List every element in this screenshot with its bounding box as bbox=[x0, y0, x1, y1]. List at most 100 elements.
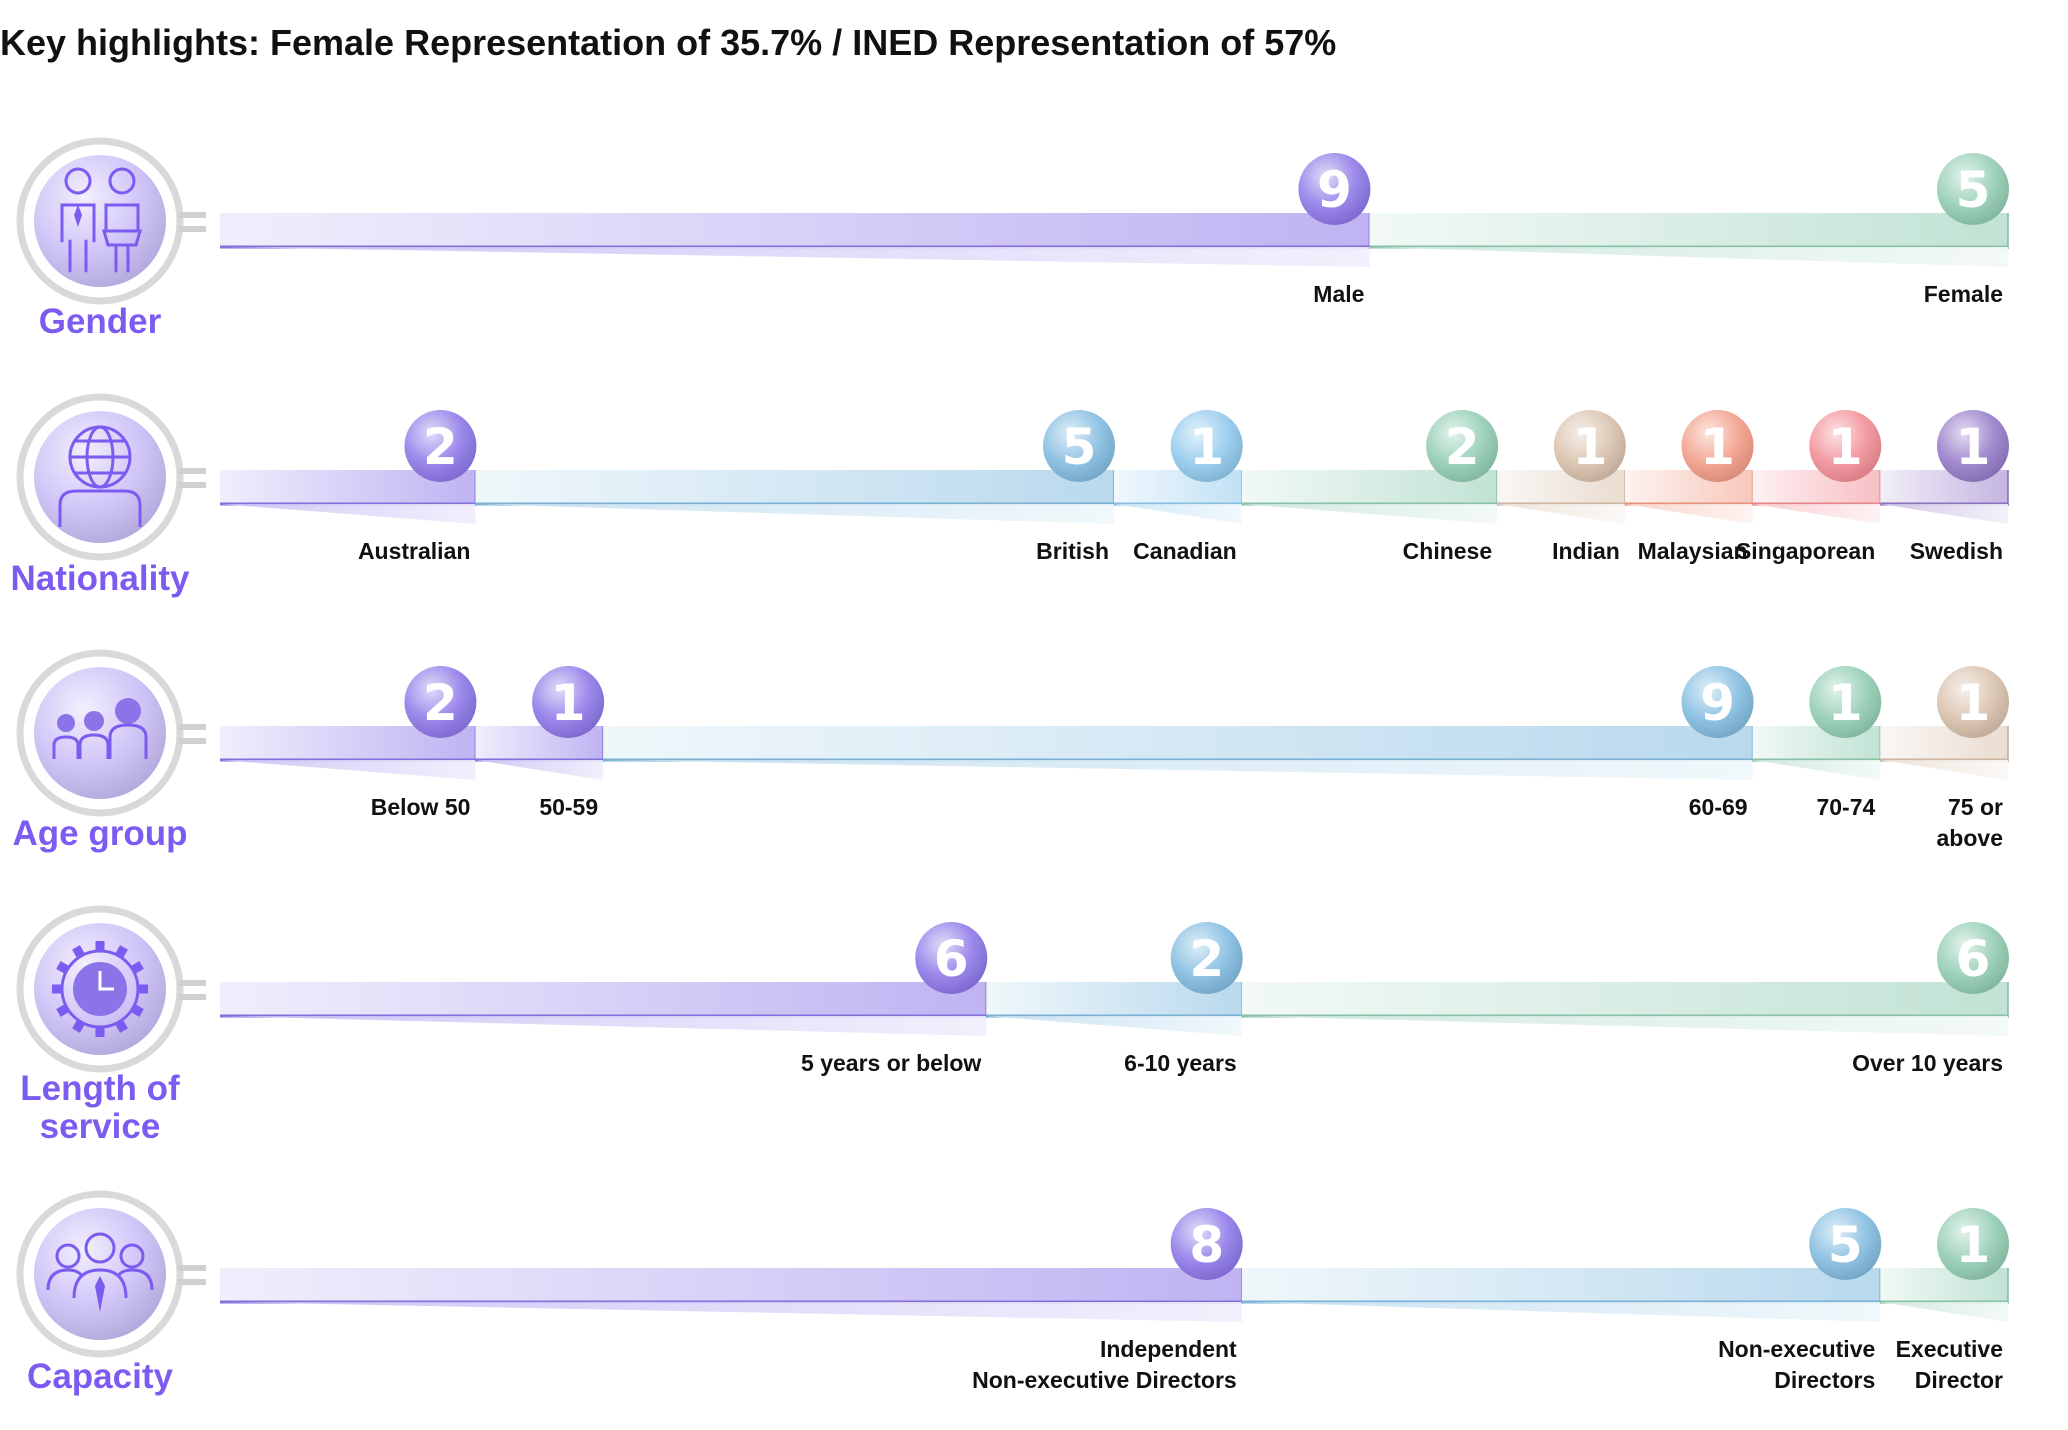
segment: 1 Malaysian bbox=[1624, 410, 1754, 564]
globe-person-icon bbox=[16, 393, 206, 561]
count-label: 5 bbox=[1828, 1216, 1863, 1274]
category-label: Capacity bbox=[27, 1357, 173, 1396]
bar-shadow bbox=[220, 1016, 987, 1036]
segment-label: Indian bbox=[1552, 538, 1620, 564]
count-ball bbox=[1937, 153, 2009, 225]
segment-label: 50-59 bbox=[539, 794, 598, 820]
segment-label: 75 or bbox=[1948, 794, 2003, 820]
count-ball bbox=[1170, 410, 1243, 482]
segment-label: Female bbox=[1924, 281, 2003, 307]
segment: 2 Australian bbox=[220, 410, 477, 564]
count-ball bbox=[1937, 1208, 2009, 1280]
count-ball bbox=[1681, 410, 1754, 482]
segment-label: Non-executive bbox=[1718, 1336, 1875, 1362]
count-ball bbox=[1809, 666, 1882, 738]
segment: 2 6-10 years bbox=[986, 922, 1243, 1076]
bar-shadow bbox=[1624, 504, 1753, 524]
segment: 9 60-69 bbox=[603, 666, 1754, 820]
count-label: 2 bbox=[1189, 930, 1224, 988]
bar bbox=[1241, 1268, 1881, 1302]
row-nationality: Nationality2Australian5British1Canadian2… bbox=[11, 393, 2009, 598]
row-capacity: Capacity 8 Independent Non-executive Direct… bbox=[16, 1190, 2009, 1396]
segment-label: Non-executive Directors bbox=[972, 1367, 1237, 1393]
segment-label: Malaysian bbox=[1638, 538, 1748, 564]
bar-shadow bbox=[1752, 504, 1881, 524]
count-label: 9 bbox=[1700, 674, 1735, 732]
segment-label: 70-74 bbox=[1816, 794, 1875, 820]
count-label: 9 bbox=[1317, 161, 1352, 219]
segment-label: British bbox=[1036, 538, 1109, 564]
bar-shadow bbox=[220, 1302, 1242, 1322]
page-title: Key highlights: Female Representation of… bbox=[0, 22, 1337, 63]
count-ball bbox=[1170, 922, 1243, 994]
count-ball bbox=[1937, 410, 2009, 482]
count-label: 1 bbox=[1700, 418, 1735, 476]
segment: 5 British bbox=[475, 410, 1115, 564]
bar bbox=[1369, 213, 2008, 247]
count-ball bbox=[1553, 410, 1626, 482]
count-label: 1 bbox=[1956, 418, 1991, 476]
count-label: 8 bbox=[1189, 1216, 1224, 1274]
segment-label: Director bbox=[1915, 1367, 2003, 1393]
bar-shadow bbox=[986, 1016, 1242, 1036]
segment: 1 Canadian bbox=[1114, 410, 1243, 564]
segment: 1 Indian bbox=[1497, 410, 1626, 564]
count-ball bbox=[1937, 666, 2009, 738]
bar-shadow bbox=[1752, 760, 1881, 780]
segment-label: Directors bbox=[1774, 1367, 1875, 1393]
bar-shadow bbox=[1241, 1016, 2008, 1036]
segment: 2 Below 50 bbox=[220, 666, 477, 820]
bar-shadow bbox=[1369, 247, 2008, 267]
bar bbox=[220, 1268, 1242, 1302]
team-tie-icon bbox=[16, 1190, 206, 1358]
segment-label: 5 years or below bbox=[801, 1050, 981, 1076]
count-ball bbox=[1809, 410, 1882, 482]
segment-label: Below 50 bbox=[371, 794, 471, 820]
segment: 8 Independent Non-executive Directors bbox=[220, 1208, 1243, 1393]
count-ball bbox=[1298, 153, 1371, 225]
count-label: 2 bbox=[423, 418, 458, 476]
category-label: Nationality bbox=[11, 559, 190, 598]
segment-label: 60-69 bbox=[1689, 794, 1748, 820]
bar-shadow bbox=[475, 504, 1114, 524]
count-label: 5 bbox=[1062, 418, 1097, 476]
count-ball bbox=[1937, 922, 2009, 994]
bar-shadow bbox=[1880, 760, 2008, 780]
bar bbox=[603, 726, 1753, 760]
bar bbox=[475, 470, 1114, 504]
segment-label: Singaporean bbox=[1736, 538, 1875, 564]
bar-shadow bbox=[1241, 1302, 1881, 1322]
segment: 5 Female bbox=[1369, 153, 2009, 307]
bar-shadow bbox=[1114, 504, 1242, 524]
category-label: Age group bbox=[13, 814, 188, 853]
bar-shadow bbox=[220, 247, 1370, 267]
count-label: 5 bbox=[1956, 161, 1991, 219]
segment: 1 Executive Director bbox=[1880, 1208, 2009, 1393]
bar-shadow bbox=[220, 504, 476, 524]
bar-shadow bbox=[1497, 504, 1625, 524]
segment-label: Over 10 years bbox=[1852, 1050, 2003, 1076]
segment-label: Swedish bbox=[1910, 538, 2003, 564]
clock-gear-icon bbox=[16, 905, 206, 1073]
row-age-group: Age group 2 Below 50 1 50-59 9 60-69 1 70-74 1 75 … bbox=[13, 649, 2009, 853]
segment-label: Australian bbox=[358, 538, 470, 564]
people-group-icon bbox=[16, 649, 206, 817]
bar-shadow bbox=[603, 760, 1753, 780]
segment-label: Male bbox=[1313, 281, 1364, 307]
segment-label: Canadian bbox=[1133, 538, 1237, 564]
segment: 6 Over 10 years bbox=[1241, 922, 2009, 1076]
count-ball bbox=[532, 666, 605, 738]
count-ball bbox=[1170, 1208, 1243, 1280]
segment: 1 Singaporean bbox=[1736, 410, 1882, 564]
segment: 1 Swedish bbox=[1880, 410, 2009, 564]
segment: 1 50-59 bbox=[475, 666, 605, 820]
count-label: 1 bbox=[1572, 418, 1607, 476]
category-label: Length of bbox=[20, 1069, 180, 1108]
count-ball bbox=[1043, 410, 1115, 482]
bar bbox=[220, 982, 987, 1016]
count-label: 2 bbox=[423, 674, 458, 732]
bar-shadow bbox=[475, 760, 604, 780]
segment: 6 5 years or below bbox=[220, 922, 988, 1076]
